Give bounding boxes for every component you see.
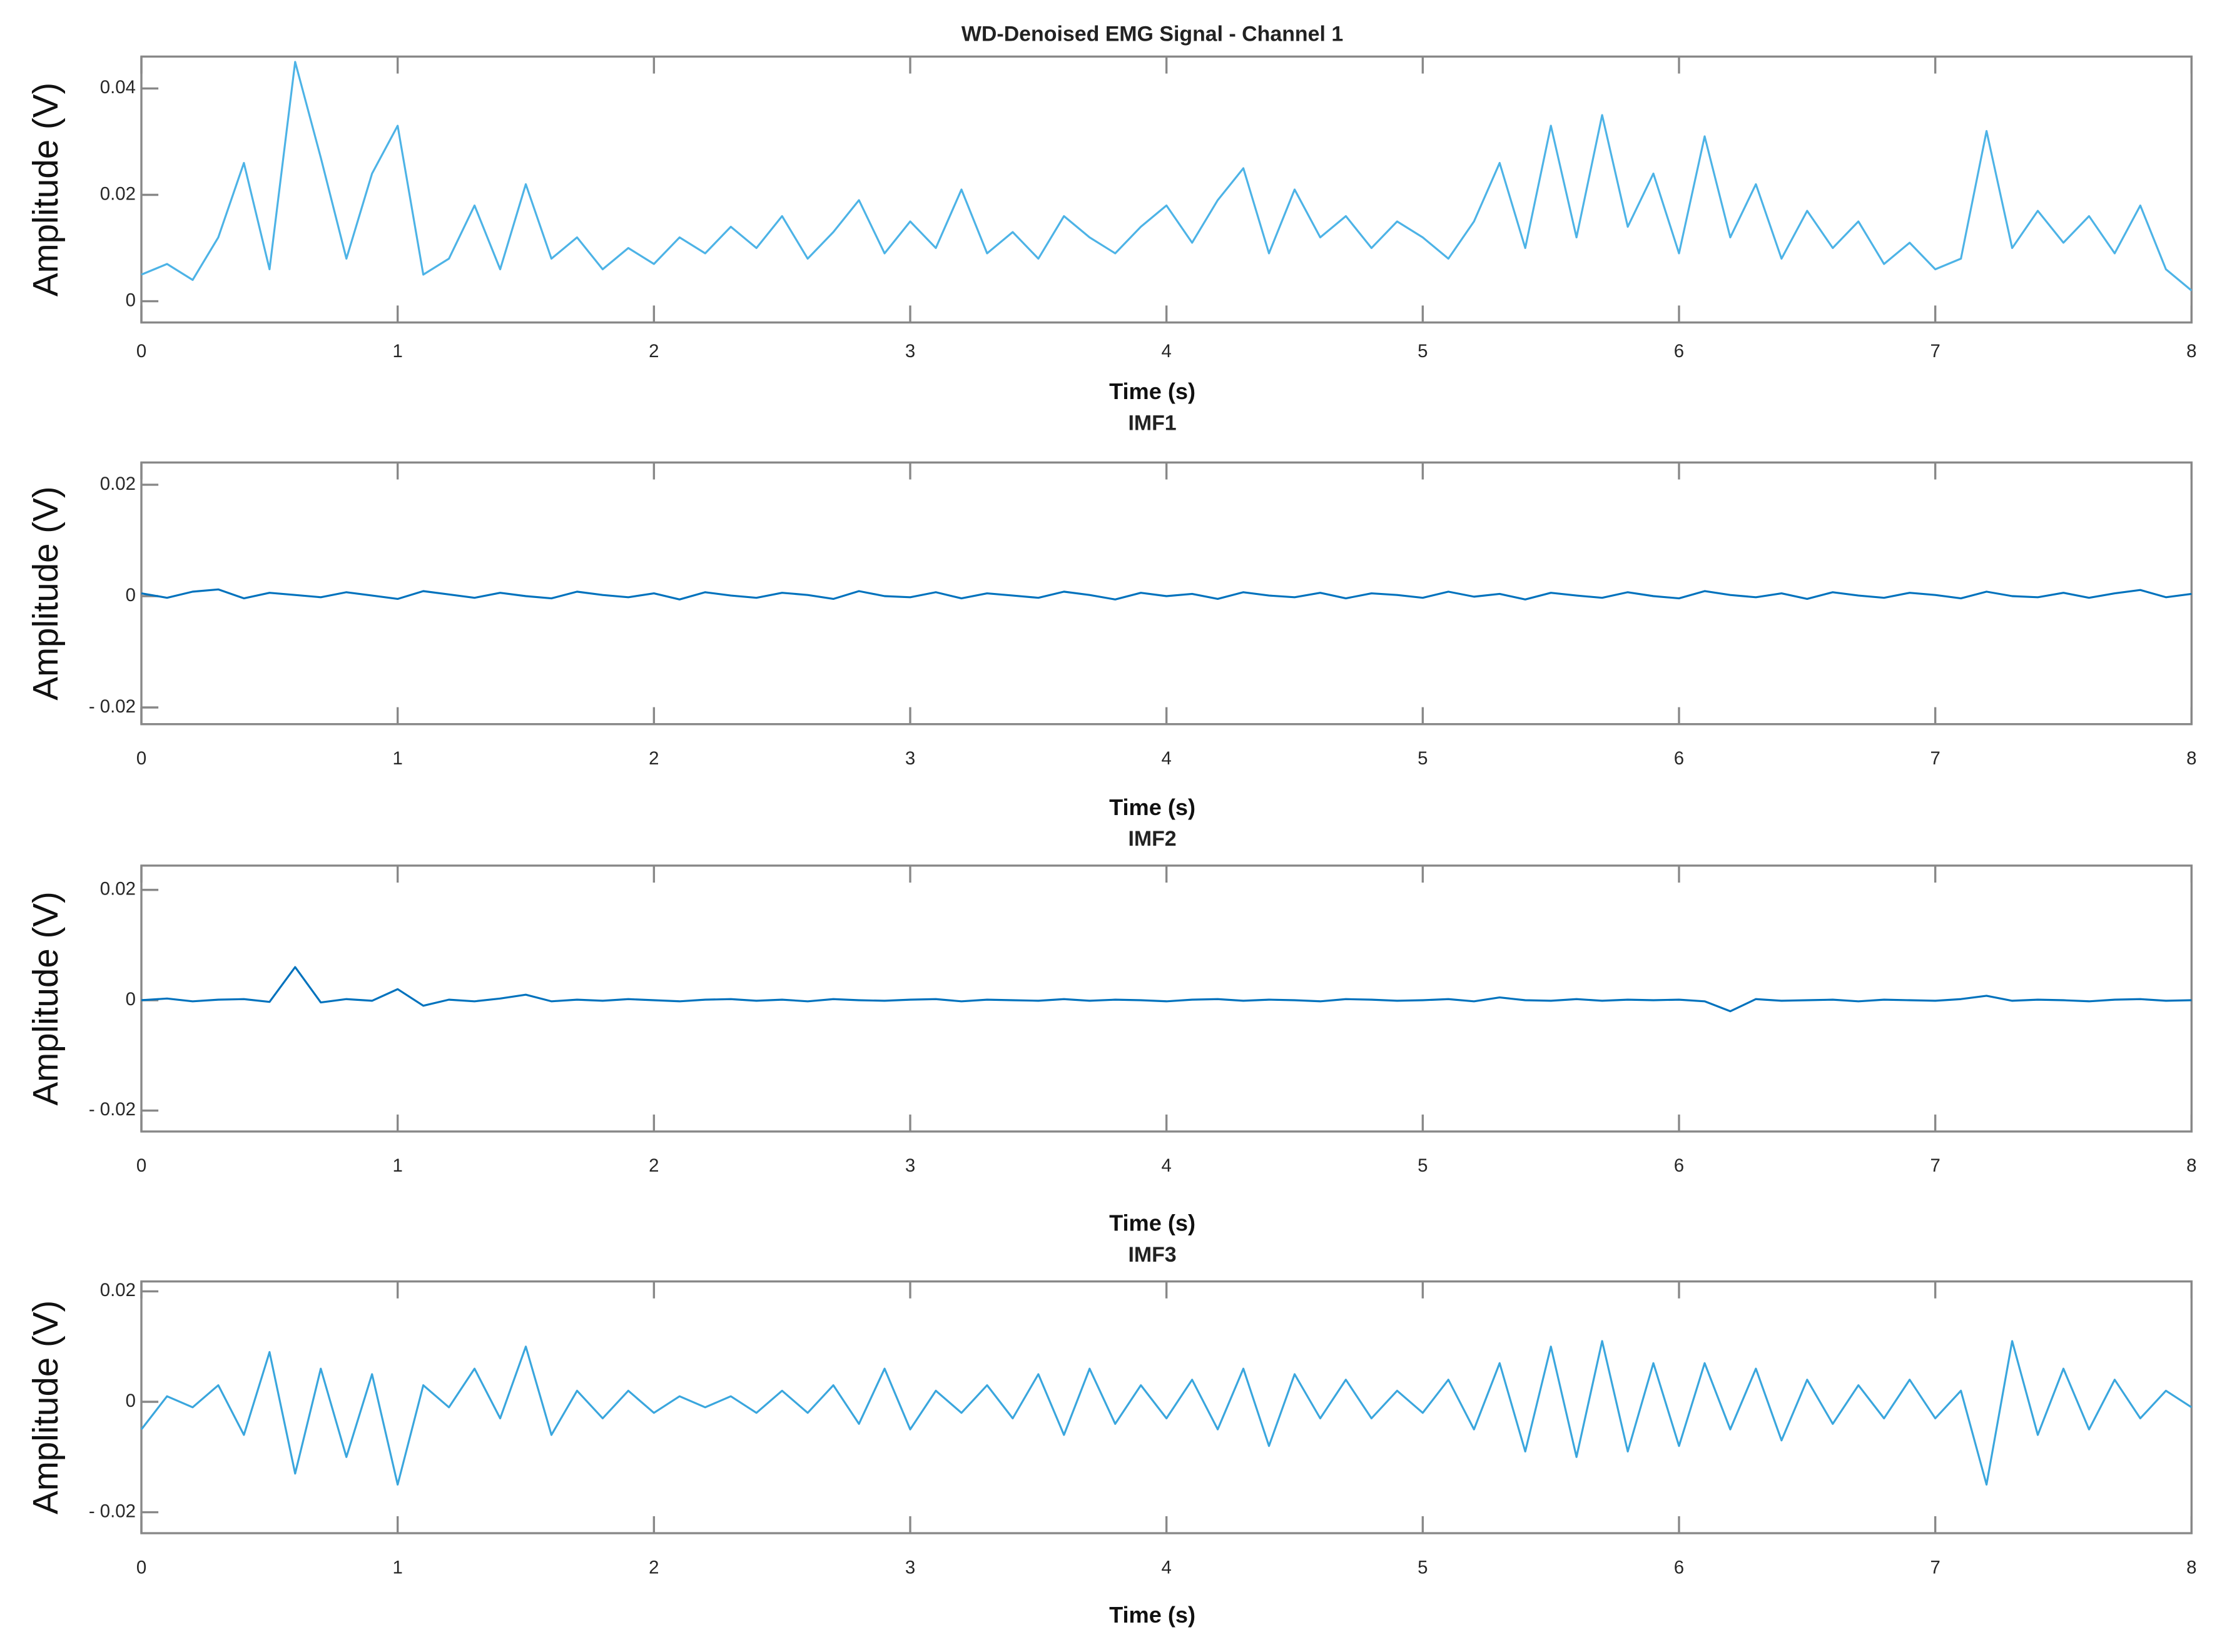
x-tick-label: 4 bbox=[1161, 341, 1171, 362]
y-tick-label: 0.02 bbox=[100, 878, 136, 899]
y-tick-label: 0.02 bbox=[100, 474, 136, 494]
x-tick-label: 6 bbox=[1674, 1155, 1684, 1176]
y-tick-label: - 0.02 bbox=[89, 696, 136, 717]
x-tick-label: 1 bbox=[393, 341, 403, 362]
x-axis-label: Time (s) bbox=[1109, 794, 1195, 820]
x-tick-label: 2 bbox=[649, 341, 659, 362]
x-tick-label: 8 bbox=[2186, 1155, 2196, 1176]
axes-box bbox=[140, 55, 2193, 324]
y-tick-label: 0.02 bbox=[100, 183, 136, 204]
x-tick-label: 0 bbox=[136, 1557, 146, 1578]
chart-title: IMF1 bbox=[1128, 411, 1176, 435]
y-tick-label: 0.02 bbox=[100, 1280, 136, 1300]
y-tick-label: - 0.02 bbox=[89, 1501, 136, 1521]
x-tick-label: 1 bbox=[393, 1155, 403, 1176]
x-tick-label: 7 bbox=[1930, 341, 1940, 362]
x-tick-label: 7 bbox=[1930, 1557, 1940, 1578]
y-tick-label: 0 bbox=[126, 290, 136, 310]
x-tick-label: 5 bbox=[1418, 748, 1428, 769]
x-tick-label: 0 bbox=[136, 341, 146, 362]
axes-box bbox=[140, 461, 2193, 726]
y-tick-label: - 0.02 bbox=[89, 1099, 136, 1120]
x-tick-label: 6 bbox=[1674, 748, 1684, 769]
x-tick-label: 8 bbox=[2186, 1557, 2196, 1578]
y-tick-label: 0 bbox=[126, 989, 136, 1010]
x-tick-label: 6 bbox=[1674, 1557, 1684, 1578]
x-tick-label: 3 bbox=[905, 1155, 915, 1176]
x-tick-label: 4 bbox=[1161, 748, 1171, 769]
x-tick-label: 5 bbox=[1418, 1155, 1428, 1176]
y-axis-label: Amplitude (V) bbox=[26, 1300, 65, 1514]
x-tick-label: 2 bbox=[649, 1155, 659, 1176]
x-tick-label: 3 bbox=[905, 341, 915, 362]
x-tick-label: 2 bbox=[649, 1557, 659, 1578]
x-tick-label: 4 bbox=[1161, 1155, 1171, 1176]
y-axis-label: Amplitude (V) bbox=[26, 891, 65, 1105]
y-tick-label: 0.04 bbox=[100, 77, 136, 98]
x-tick-label: 3 bbox=[905, 1557, 915, 1578]
x-tick-label: 8 bbox=[2186, 748, 2196, 769]
x-tick-label: 4 bbox=[1161, 1557, 1171, 1578]
x-tick-label: 8 bbox=[2186, 341, 2196, 362]
x-tick-label: 7 bbox=[1930, 748, 1940, 769]
chart-title: IMF3 bbox=[1128, 1243, 1176, 1267]
axes-box bbox=[140, 1280, 2193, 1534]
x-tick-label: 6 bbox=[1674, 341, 1684, 362]
signal-line bbox=[140, 1340, 2193, 1486]
x-tick-label: 7 bbox=[1930, 1155, 1940, 1176]
x-tick-label: 1 bbox=[393, 1557, 403, 1578]
chart-title: WD-Denoised EMG Signal - Channel 1 bbox=[961, 22, 1343, 46]
x-tick-label: 2 bbox=[649, 748, 659, 769]
axes-box bbox=[140, 864, 2193, 1133]
y-tick-label: 0 bbox=[126, 1391, 136, 1411]
x-axis-label: Time (s) bbox=[1109, 1210, 1195, 1236]
x-tick-label: 0 bbox=[136, 1155, 146, 1176]
x-axis-label: Time (s) bbox=[1109, 1602, 1195, 1628]
signal-line bbox=[141, 61, 2193, 291]
y-axis-label: Amplitude (V) bbox=[26, 486, 65, 700]
x-tick-label: 0 bbox=[136, 748, 146, 769]
x-tick-label: 5 bbox=[1418, 341, 1428, 362]
signal-line bbox=[141, 966, 2192, 1013]
x-tick-label: 5 bbox=[1418, 1557, 1428, 1578]
y-tick-label: 0 bbox=[126, 585, 136, 606]
y-axis-label: Amplitude (V) bbox=[26, 83, 65, 296]
x-tick-label: 1 bbox=[393, 748, 403, 769]
x-tick-label: 3 bbox=[905, 748, 915, 769]
x-axis-label: Time (s) bbox=[1109, 378, 1195, 404]
signal-line bbox=[141, 588, 2192, 600]
chart-title: IMF2 bbox=[1128, 827, 1176, 851]
